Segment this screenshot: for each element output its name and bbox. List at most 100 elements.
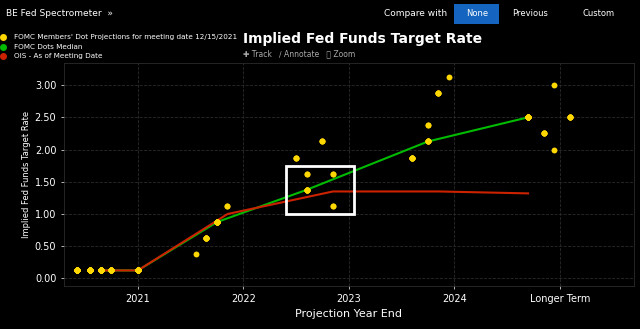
- Point: [132, 268, 143, 273]
- Point: [212, 219, 222, 225]
- Point: [132, 268, 143, 273]
- Point: [212, 219, 222, 225]
- Text: ✚ Track   ∕ Annotate   ⌕ Zoom: ✚ Track ∕ Annotate ⌕ Zoom: [243, 49, 355, 58]
- Point: [317, 139, 328, 144]
- Point: [106, 268, 116, 273]
- Text: BE Fed Spectrometer  »: BE Fed Spectrometer »: [6, 10, 113, 18]
- Point: [212, 219, 222, 225]
- Point: [106, 268, 116, 273]
- Point: [201, 236, 211, 241]
- Point: [565, 115, 575, 120]
- Point: [433, 90, 444, 96]
- Point: [212, 219, 222, 225]
- Point: [72, 268, 82, 273]
- Point: [328, 171, 338, 176]
- Point: [96, 268, 106, 273]
- Point: [106, 268, 116, 273]
- Point: [407, 155, 417, 160]
- Point: [132, 268, 143, 273]
- Point: [328, 203, 338, 209]
- Point: [433, 90, 444, 96]
- Point: [106, 268, 116, 273]
- Point: [423, 139, 433, 144]
- Point: [407, 155, 417, 160]
- Point: [201, 236, 211, 241]
- Point: [96, 268, 106, 273]
- Point: [423, 139, 433, 144]
- Point: [72, 268, 82, 273]
- Point: [201, 236, 211, 241]
- Point: [407, 155, 417, 160]
- Point: [85, 268, 95, 273]
- Point: [96, 268, 106, 273]
- Point: [523, 115, 533, 120]
- Point: [106, 268, 116, 273]
- Point: [539, 131, 549, 136]
- Text: Previous: Previous: [512, 10, 548, 18]
- Point: [132, 268, 143, 273]
- Point: [132, 268, 143, 273]
- Point: [201, 236, 211, 241]
- Point: [72, 268, 82, 273]
- Point: [96, 268, 106, 273]
- Point: [96, 268, 106, 273]
- Point: [85, 268, 95, 273]
- Point: [132, 268, 143, 273]
- Point: [72, 268, 82, 273]
- Point: [444, 74, 454, 80]
- Point: [96, 268, 106, 273]
- Point: [72, 268, 82, 273]
- Point: [523, 115, 533, 120]
- Point: [433, 90, 444, 96]
- Text: FOMC Members' Dot Projections for meeting date 12/15/2021: FOMC Members' Dot Projections for meetin…: [14, 34, 237, 40]
- Point: [539, 131, 549, 136]
- Point: [539, 131, 549, 136]
- Point: [328, 203, 338, 209]
- Point: [96, 268, 106, 273]
- Point: [201, 236, 211, 241]
- Point: [212, 219, 222, 225]
- Point: [85, 268, 95, 273]
- Point: [72, 268, 82, 273]
- Point: [423, 123, 433, 128]
- Point: [291, 155, 301, 160]
- X-axis label: Projection Year End: Projection Year End: [295, 309, 403, 319]
- Point: [96, 268, 106, 273]
- Point: [85, 268, 95, 273]
- Point: [72, 268, 82, 273]
- Point: [212, 219, 222, 225]
- Point: [132, 268, 143, 273]
- Point: [96, 268, 106, 273]
- Point: [212, 219, 222, 225]
- Text: None: None: [466, 10, 488, 18]
- Point: [85, 268, 95, 273]
- Point: [523, 115, 533, 120]
- Point: [85, 268, 95, 273]
- Point: [423, 139, 433, 144]
- Point: [106, 268, 116, 273]
- Point: [72, 268, 82, 273]
- Text: Compare with: Compare with: [384, 10, 447, 18]
- Point: [132, 268, 143, 273]
- Point: [523, 115, 533, 120]
- Point: [106, 268, 116, 273]
- Point: [132, 268, 143, 273]
- Point: [132, 268, 143, 273]
- Point: [523, 115, 533, 120]
- Point: [72, 268, 82, 273]
- Point: [301, 187, 312, 192]
- Point: [72, 268, 82, 273]
- Point: [317, 139, 328, 144]
- Point: [72, 268, 82, 273]
- Point: [96, 268, 106, 273]
- Point: [132, 268, 143, 273]
- Point: [96, 268, 106, 273]
- Point: [85, 268, 95, 273]
- Point: [191, 252, 201, 257]
- Point: [407, 155, 417, 160]
- Point: [301, 187, 312, 192]
- Point: [132, 268, 143, 273]
- Point: [212, 219, 222, 225]
- Point: [85, 268, 95, 273]
- Point: [132, 268, 143, 273]
